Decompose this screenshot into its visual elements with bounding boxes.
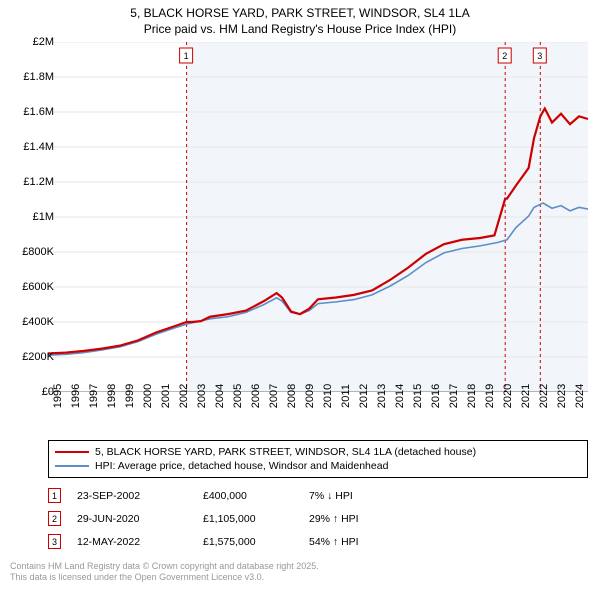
legend-item: HPI: Average price, detached house, Wind…: [55, 459, 581, 473]
y-tick-label: £1.6M: [23, 106, 54, 118]
y-tick-label: £600K: [22, 281, 54, 293]
legend-label: HPI: Average price, detached house, Wind…: [95, 460, 388, 472]
sales-row: 1 23-SEP-2002 £400,000 7% ↓ HPI: [48, 484, 588, 507]
y-tick-label: £2M: [33, 36, 54, 48]
sales-table: 1 23-SEP-2002 £400,000 7% ↓ HPI 2 29-JUN-2020…: [48, 484, 588, 553]
legend: 5, BLACK HORSE YARD, PARK STREET, WINDSO…: [48, 440, 588, 478]
x-tick-label: 2017: [448, 384, 460, 408]
sale-price: £1,105,000: [203, 513, 293, 525]
x-tick-label: 2021: [520, 384, 532, 408]
legend-swatch: [55, 451, 89, 454]
x-tick-label: 2009: [304, 384, 316, 408]
sale-pct: 7% ↓ HPI: [309, 490, 419, 502]
y-tick-label: £1M: [33, 211, 54, 223]
y-tick-label: £200K: [22, 351, 54, 363]
y-tick-label: £1.8M: [23, 71, 54, 83]
x-tick-label: 2001: [160, 384, 172, 408]
x-tick-label: 2011: [340, 384, 352, 408]
y-tick-label: £1.2M: [23, 176, 54, 188]
y-tick-label: £1.4M: [23, 141, 54, 153]
sale-pct: 54% ↑ HPI: [309, 536, 419, 548]
x-tick-label: 1997: [88, 384, 100, 408]
x-tick-label: 2022: [538, 384, 550, 408]
x-tick-label: 2012: [358, 384, 370, 408]
x-tick-label: 2020: [502, 384, 514, 408]
sale-marker: 1: [48, 488, 61, 503]
x-tick-label: 2016: [430, 384, 442, 408]
footer-line1: Contains HM Land Registry data © Crown c…: [10, 561, 319, 573]
x-tick-label: 2023: [556, 384, 568, 408]
footer-attribution: Contains HM Land Registry data © Crown c…: [10, 561, 319, 584]
x-tick-label: 2010: [322, 384, 334, 408]
sales-row: 3 12-MAY-2022 £1,575,000 54% ↑ HPI: [48, 530, 588, 553]
x-tick-label: 2006: [250, 384, 262, 408]
x-tick-label: 2018: [466, 384, 478, 408]
x-tick-label: 2004: [214, 384, 226, 408]
y-tick-label: £800K: [22, 246, 54, 258]
legend-label: 5, BLACK HORSE YARD, PARK STREET, WINDSO…: [95, 446, 476, 458]
svg-text:2: 2: [502, 51, 507, 61]
sale-date: 23-SEP-2002: [77, 490, 187, 502]
x-tick-label: 1998: [106, 384, 118, 408]
x-tick-label: 2005: [232, 384, 244, 408]
title-line1: 5, BLACK HORSE YARD, PARK STREET, WINDSO…: [0, 6, 600, 22]
x-tick-label: 2003: [196, 384, 208, 408]
x-tick-label: 2002: [178, 384, 190, 408]
sale-price: £400,000: [203, 490, 293, 502]
footer-line2: This data is licensed under the Open Gov…: [10, 572, 319, 584]
x-tick-label: 2014: [394, 384, 406, 408]
chart-svg: 1 2 3: [48, 42, 588, 392]
svg-text:3: 3: [537, 51, 542, 61]
legend-swatch: [55, 465, 89, 467]
x-tick-label: 1996: [70, 384, 82, 408]
sale-date: 12-MAY-2022: [77, 536, 187, 548]
x-tick-label: 2007: [268, 384, 280, 408]
sale-marker: 2: [48, 511, 61, 526]
x-tick-label: 2024: [574, 384, 586, 408]
x-tick-label: 2015: [412, 384, 424, 408]
svg-text:1: 1: [184, 51, 189, 61]
x-tick-label: 1999: [124, 384, 136, 408]
x-tick-label: 1995: [52, 384, 64, 408]
x-tick-label: 2008: [286, 384, 298, 408]
chart-title: 5, BLACK HORSE YARD, PARK STREET, WINDSO…: [0, 0, 600, 37]
sale-pct: 29% ↑ HPI: [309, 513, 419, 525]
sale-price: £1,575,000: [203, 536, 293, 548]
x-tick-label: 2000: [142, 384, 154, 408]
chart-area: 1 2 3: [48, 42, 588, 392]
legend-item: 5, BLACK HORSE YARD, PARK STREET, WINDSO…: [55, 445, 581, 459]
sale-marker: 3: [48, 534, 61, 549]
sales-row: 2 29-JUN-2020 £1,105,000 29% ↑ HPI: [48, 507, 588, 530]
x-tick-label: 2013: [376, 384, 388, 408]
sale-date: 29-JUN-2020: [77, 513, 187, 525]
title-line2: Price paid vs. HM Land Registry's House …: [0, 22, 600, 38]
x-tick-label: 2019: [484, 384, 496, 408]
y-tick-label: £400K: [22, 316, 54, 328]
